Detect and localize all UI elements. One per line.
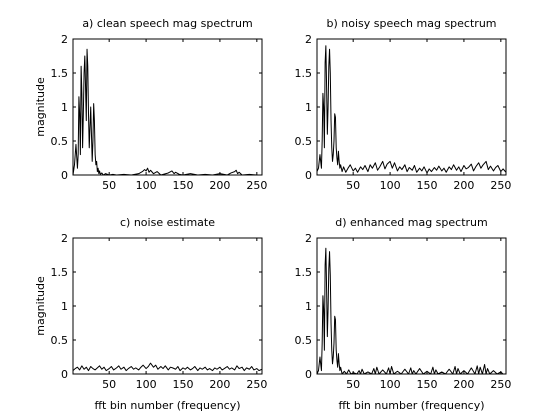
y-tick-label: 0.5	[295, 334, 313, 347]
x-tick-label: 100	[380, 378, 401, 391]
y-tick-label: 0.5	[51, 334, 69, 347]
subplot-1: 50 100 150 200 250 0 0.5 1 1.5 2 a) clean speech m…	[34, 17, 267, 192]
x-tick-label: 150	[417, 378, 438, 391]
y-tick-label: 1.5	[51, 266, 69, 279]
y-tick-label: 1	[61, 300, 68, 313]
y-tick-label: 2	[61, 232, 68, 245]
y-tick-label: 1.5	[51, 67, 69, 80]
subplot-3: 50 100 150 200 250 0 0.5 1 1.5 2 c) noise estimate…	[34, 216, 267, 412]
y-tick-label: 0	[61, 368, 68, 381]
x-tick-label: 200	[209, 378, 230, 391]
series-line-1	[316, 247, 506, 375]
y-tick-label: 1	[305, 101, 312, 114]
x-tick-label: 200	[209, 179, 230, 192]
axes-box	[72, 237, 263, 375]
series-line-1	[316, 45, 507, 174]
y-tick-label: 2	[305, 33, 312, 46]
x-axis-label: fft bin number (frequency)	[338, 399, 484, 412]
axes-box	[316, 38, 507, 176]
x-tick-label: 50	[102, 179, 116, 192]
y-tick-label: 0.5	[51, 135, 69, 148]
series-line-1	[72, 48, 262, 176]
x-tick-label: 250	[490, 378, 511, 391]
axes-box	[72, 38, 263, 176]
y-tick-label: 1	[305, 300, 312, 313]
x-tick-label: 50	[346, 179, 360, 192]
x-tick-label: 200	[453, 179, 474, 192]
x-tick-label: 100	[136, 378, 157, 391]
x-tick-label: 100	[380, 179, 401, 192]
x-tick-label: 50	[346, 378, 360, 391]
y-tick-label: 1	[61, 101, 68, 114]
x-tick-label: 100	[136, 179, 157, 192]
y-tick-label: 2	[61, 33, 68, 46]
x-tick-label: 200	[453, 378, 474, 391]
y-tick-label: 0	[61, 169, 68, 182]
subplot-title: a) clean speech mag spectrum	[82, 17, 252, 30]
y-tick-label: 2	[305, 232, 312, 245]
subplot-title: d) enhanced mag spectrum	[335, 216, 487, 229]
subplot-title: c) noise estimate	[120, 216, 215, 229]
subplot-title: b) noisy speech mag spectrum	[326, 17, 496, 30]
subplot-4: 50 100 150 200 250 0 0.5 1 1.5 2 d) enhanced mag s…	[295, 216, 512, 412]
x-tick-label: 150	[417, 179, 438, 192]
x-tick-label: 150	[173, 378, 194, 391]
subplot-2: 50 100 150 200 250 0 0.5 1 1.5 2 b) noisy speech m…	[295, 17, 512, 192]
y-tick-label: 1.5	[295, 67, 313, 80]
axes-box	[316, 237, 507, 375]
y-axis-label: magnitude	[34, 276, 47, 336]
x-tick-label: 250	[246, 179, 267, 192]
y-tick-label: 1.5	[295, 266, 313, 279]
series-line-1	[72, 362, 263, 372]
x-tick-label: 250	[490, 179, 511, 192]
x-tick-label: 50	[102, 378, 116, 391]
y-tick-label: 0	[305, 169, 312, 182]
y-tick-label: 0	[305, 368, 312, 381]
x-tick-label: 150	[173, 179, 194, 192]
x-tick-label: 250	[246, 378, 267, 391]
y-tick-label: 0.5	[295, 135, 313, 148]
y-axis-label: magnitude	[34, 77, 47, 137]
x-axis-label: fft bin number (frequency)	[94, 399, 240, 412]
